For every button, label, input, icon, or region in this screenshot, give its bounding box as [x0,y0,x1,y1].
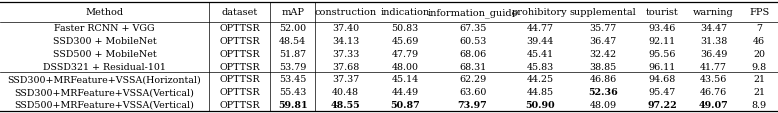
Text: DSSD321 + Residual-101: DSSD321 + Residual-101 [43,62,166,71]
Text: 21: 21 [753,75,766,84]
Text: 9.8: 9.8 [752,62,767,71]
Text: 7: 7 [756,24,762,33]
Text: 34.47: 34.47 [700,24,727,33]
Text: warning: warning [693,8,734,17]
Text: 47.79: 47.79 [391,49,419,58]
Text: OPTTSR: OPTTSR [219,87,260,96]
Text: 51.87: 51.87 [279,49,307,58]
Text: prohibitory: prohibitory [512,8,568,17]
Text: 45.41: 45.41 [527,49,554,58]
Text: 48.55: 48.55 [331,100,360,109]
Text: 21: 21 [753,87,766,96]
Text: 38.85: 38.85 [590,62,617,71]
Text: 48.54: 48.54 [279,37,307,46]
Text: 37.37: 37.37 [332,75,359,84]
Text: 44.85: 44.85 [527,87,554,96]
Text: 96.11: 96.11 [648,62,675,71]
Text: SSD300 + MobileNet: SSD300 + MobileNet [53,37,156,46]
Text: 35.77: 35.77 [590,24,617,33]
Text: 73.97: 73.97 [457,100,488,109]
Text: OPTTSR: OPTTSR [219,100,260,109]
Text: information_guide: information_guide [427,8,518,18]
Text: OPTTSR: OPTTSR [219,75,260,84]
Text: 50.83: 50.83 [391,24,419,33]
Text: 46: 46 [753,37,766,46]
Text: 45.83: 45.83 [527,62,554,71]
Text: 55.43: 55.43 [279,87,307,96]
Text: 40.48: 40.48 [332,87,359,96]
Text: 31.38: 31.38 [700,37,727,46]
Text: 34.13: 34.13 [332,37,359,46]
Text: 63.60: 63.60 [459,87,486,96]
Text: 37.68: 37.68 [332,62,359,71]
Text: 39.44: 39.44 [527,37,554,46]
Text: 62.29: 62.29 [459,75,486,84]
Text: 44.25: 44.25 [527,75,554,84]
Text: 68.31: 68.31 [459,62,486,71]
Text: SSD500+MRFeature+VSSA(Vertical): SSD500+MRFeature+VSSA(Vertical) [15,100,195,109]
Text: 36.49: 36.49 [700,49,727,58]
Text: 46.86: 46.86 [590,75,617,84]
Text: OPTTSR: OPTTSR [219,62,260,71]
Text: 37.33: 37.33 [331,49,359,58]
Text: 37.40: 37.40 [332,24,359,33]
Text: Faster RCNN + VGG: Faster RCNN + VGG [54,24,155,33]
Text: SSD500 + MobileNet: SSD500 + MobileNet [53,49,156,58]
Text: indication: indication [380,8,429,17]
Text: 52.36: 52.36 [588,87,618,96]
Text: 60.53: 60.53 [459,37,486,46]
Text: supplemental: supplemental [569,8,636,17]
Text: SSD300+MRFeature+VSSA(Vertical): SSD300+MRFeature+VSSA(Vertical) [15,87,195,96]
Text: dataset: dataset [222,8,258,17]
Text: 48.00: 48.00 [391,62,419,71]
Text: 50.90: 50.90 [525,100,555,109]
Text: 44.49: 44.49 [391,87,419,96]
Text: 95.47: 95.47 [648,87,675,96]
Text: 52.00: 52.00 [279,24,307,33]
Text: 53.45: 53.45 [279,75,307,84]
Text: 41.77: 41.77 [700,62,727,71]
Text: 45.69: 45.69 [391,37,419,46]
Text: construction: construction [314,8,377,17]
Text: 53.79: 53.79 [279,62,307,71]
Text: tourist: tourist [646,8,678,17]
Text: 36.47: 36.47 [590,37,617,46]
Text: 45.14: 45.14 [391,75,419,84]
Text: 97.22: 97.22 [647,100,677,109]
Text: 94.68: 94.68 [648,75,675,84]
Text: 43.56: 43.56 [700,75,727,84]
Text: Method: Method [86,8,124,17]
Text: 92.11: 92.11 [648,37,675,46]
Text: SSD300+MRFeature+VSSA(Horizontal): SSD300+MRFeature+VSSA(Horizontal) [8,75,202,84]
Text: FPS: FPS [749,8,769,17]
Text: 20: 20 [753,49,766,58]
Text: OPTTSR: OPTTSR [219,49,260,58]
Text: OPTTSR: OPTTSR [219,37,260,46]
Text: 95.56: 95.56 [648,49,676,58]
Text: 44.77: 44.77 [527,24,553,33]
Text: 8.9: 8.9 [752,100,767,109]
Text: 32.42: 32.42 [590,49,617,58]
Text: 46.76: 46.76 [700,87,727,96]
Text: 48.09: 48.09 [590,100,617,109]
Text: mAP: mAP [281,8,304,17]
Text: 50.87: 50.87 [391,100,420,109]
Text: 59.81: 59.81 [278,100,307,109]
Text: 68.06: 68.06 [459,49,486,58]
Text: 49.07: 49.07 [699,100,728,109]
Text: 67.35: 67.35 [459,24,486,33]
Text: OPTTSR: OPTTSR [219,24,260,33]
Text: 93.46: 93.46 [648,24,675,33]
